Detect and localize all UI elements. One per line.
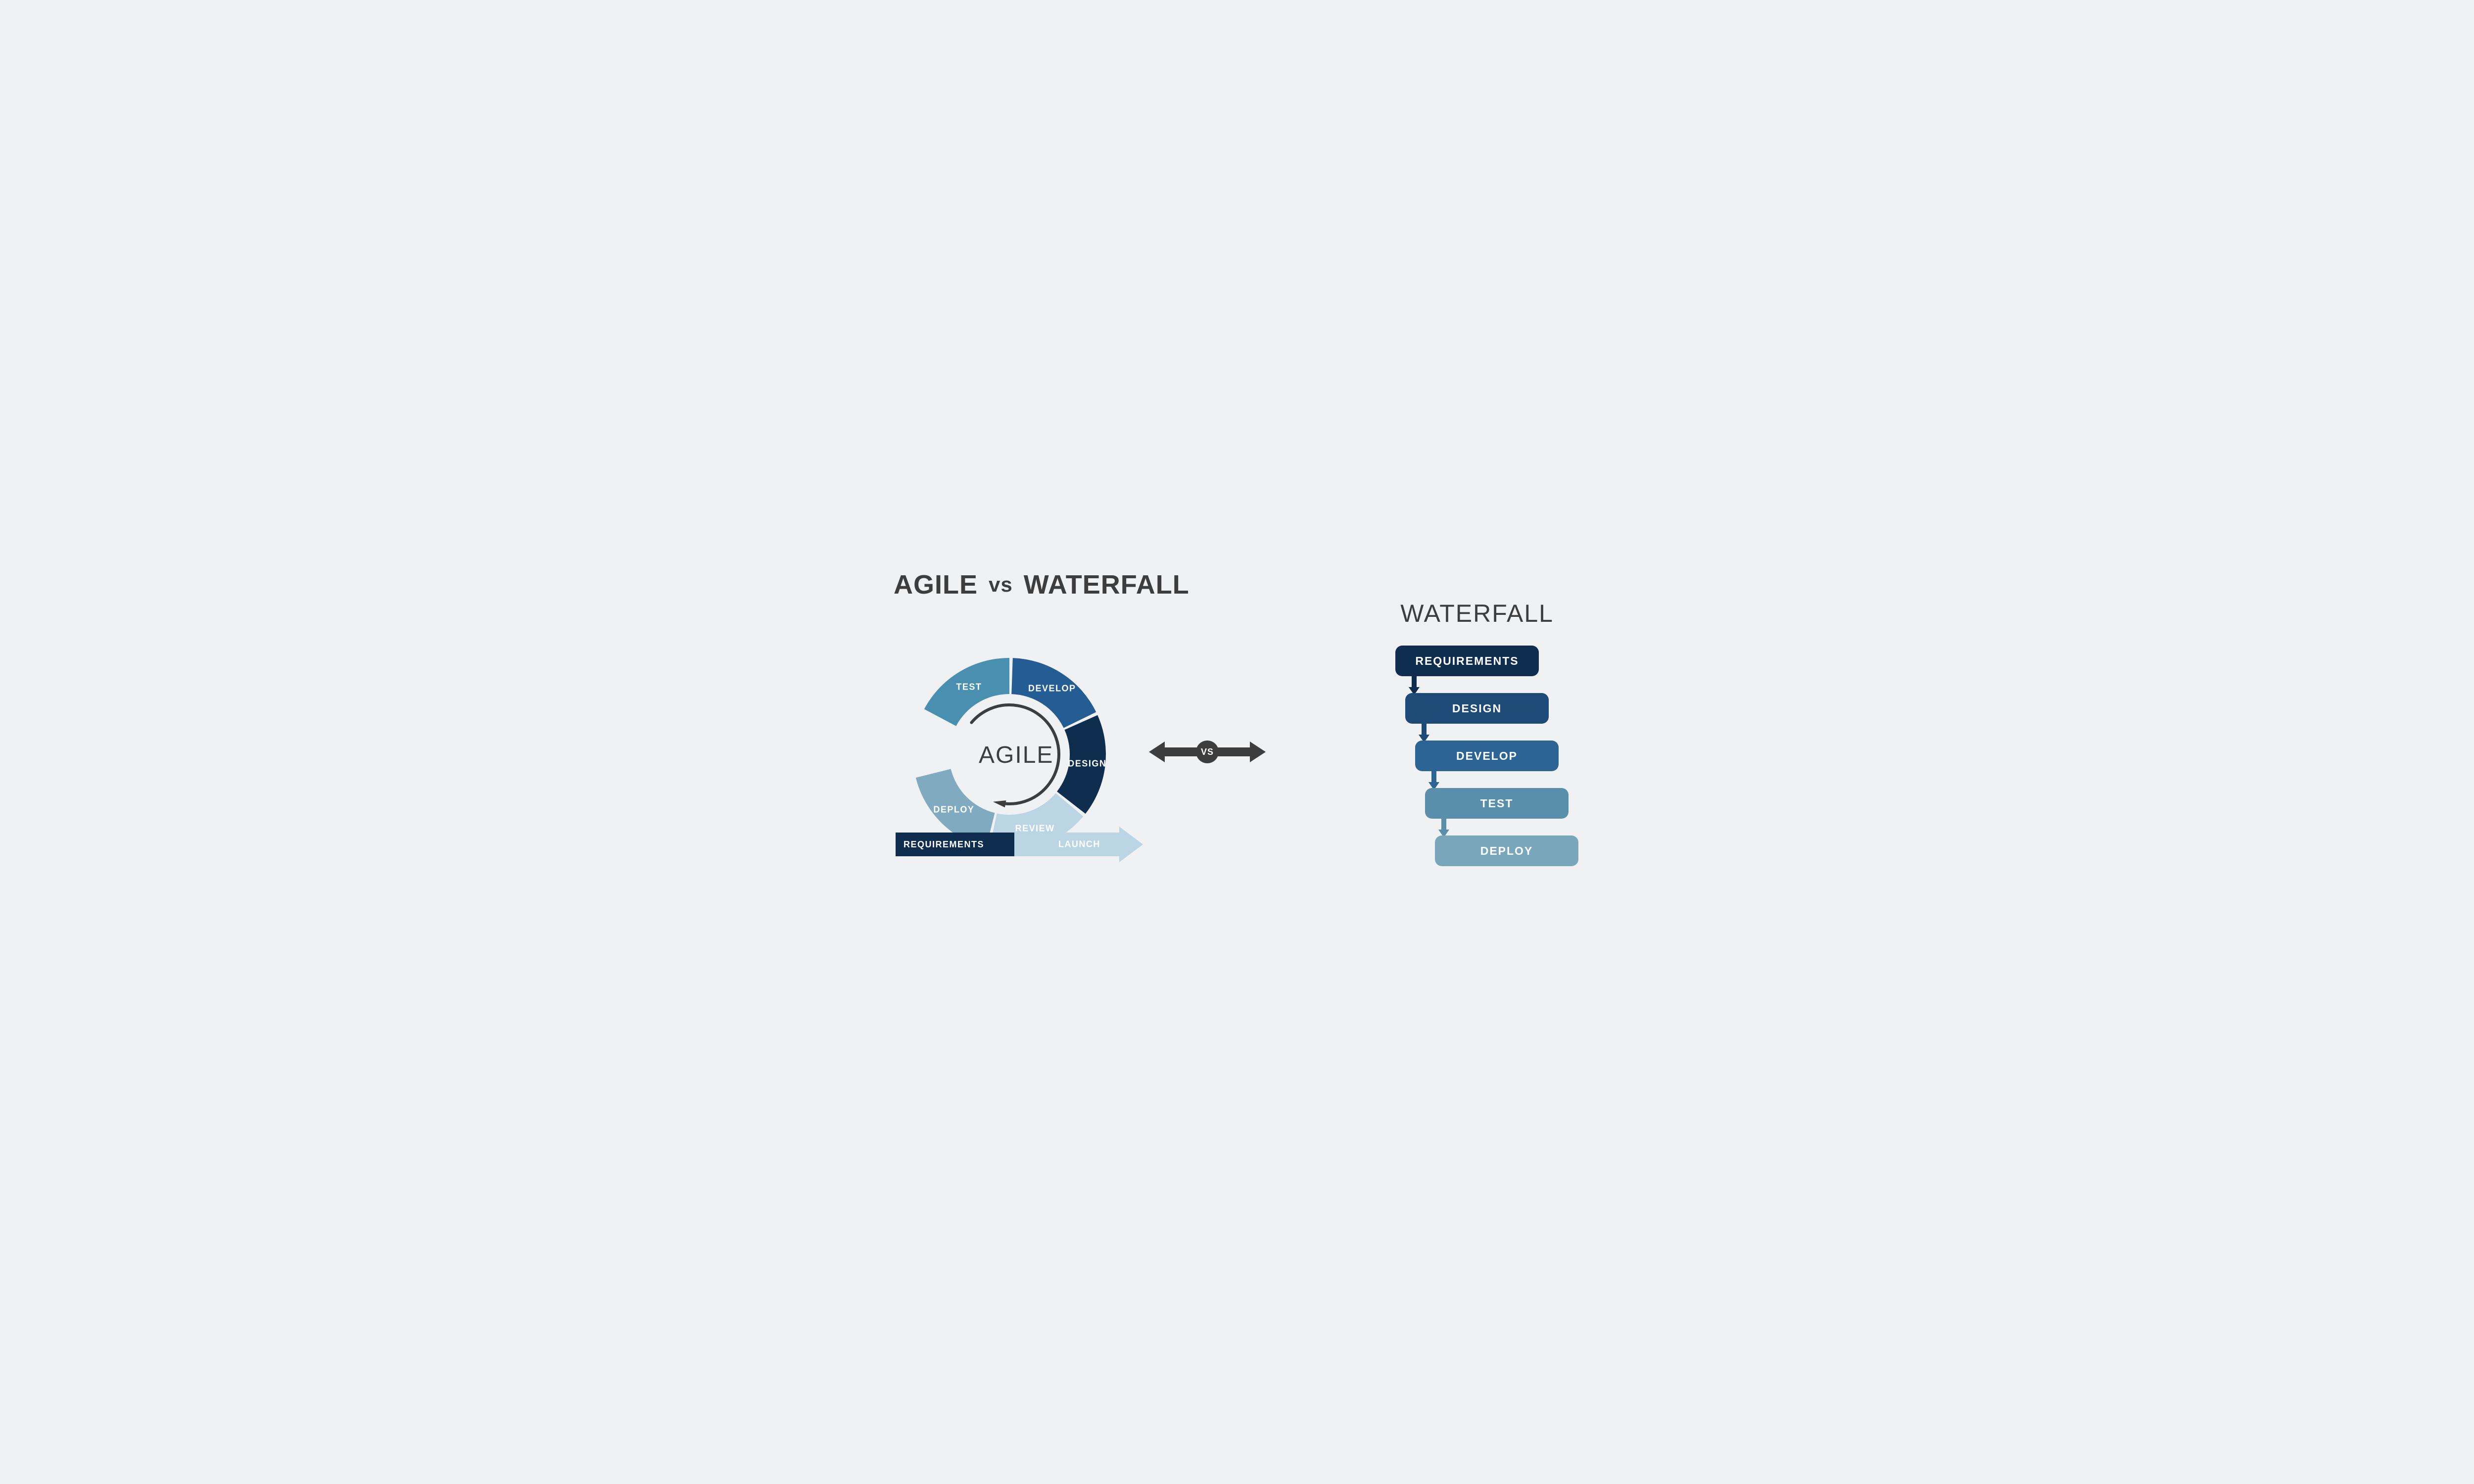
- waterfall-step-deploy: DEPLOY: [1435, 835, 1578, 866]
- waterfall-step-develop: DEVELOP: [1415, 741, 1559, 771]
- agile-segment-develop: [1011, 658, 1096, 728]
- agile-segment-design: [1057, 715, 1106, 814]
- agile-center-label: AGILE: [979, 742, 1053, 769]
- waterfall-step-test: TEST: [1425, 788, 1569, 819]
- agile-inner-arrowhead-icon: [993, 800, 1006, 807]
- agile-requirements-label: REQUIREMENTS: [904, 839, 984, 850]
- vs-badge-label: VS: [1201, 747, 1214, 757]
- waterfall-step-label: DEPLOY: [1480, 844, 1533, 858]
- infographic-canvas: AGILE vs WATERFALL WATERFALL AGILE REQUI…: [866, 556, 1608, 928]
- waterfall-step-label: DEVELOP: [1456, 749, 1518, 763]
- agile-requirements-bar: REQUIREMENTS: [896, 833, 1017, 856]
- vs-badge: VS: [1196, 741, 1219, 763]
- waterfall-step-label: REQUIREMENTS: [1415, 654, 1519, 668]
- waterfall-step-requirements: REQUIREMENTS: [1395, 646, 1539, 676]
- waterfall-step-design: DESIGN: [1405, 693, 1549, 724]
- agile-segment-test: [924, 658, 1009, 726]
- waterfall-step-label: TEST: [1480, 797, 1514, 810]
- agile-launch-label: LAUNCH: [1058, 839, 1100, 850]
- waterfall-heading: WATERFALL: [1400, 599, 1554, 628]
- waterfall-step-label: DESIGN: [1452, 702, 1502, 715]
